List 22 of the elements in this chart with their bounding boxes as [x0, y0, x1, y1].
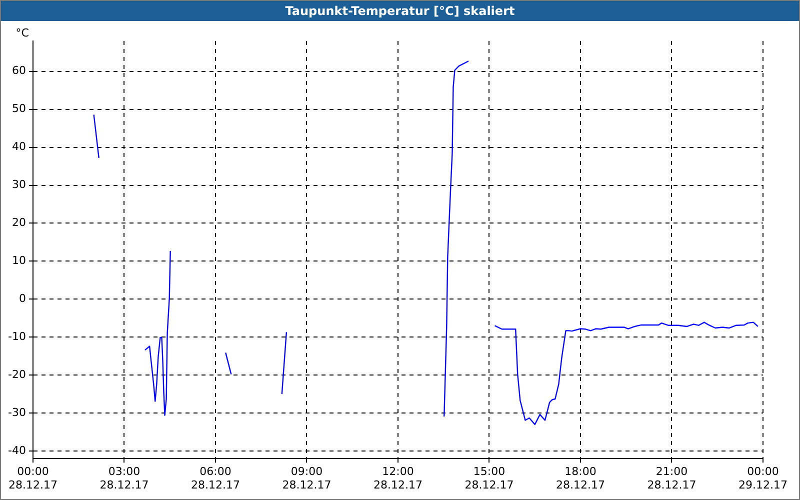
x-tick-label: 18:00 28.12.17: [556, 465, 605, 492]
y-tick-label: 40: [12, 140, 26, 154]
y-tick-label: -10: [8, 330, 26, 343]
y-tick-label: 60: [12, 64, 26, 78]
x-tick-label: 06:00 28.12.17: [190, 465, 240, 492]
y-tick-label: 10: [12, 254, 26, 268]
y-tick-label: -40: [8, 444, 26, 457]
x-tick-label: 12:00 28.12.17: [373, 465, 422, 492]
x-tick-label: 15:00 28.12.17: [464, 465, 514, 492]
y-tick-label: 30: [12, 178, 26, 192]
y-tick-label: -20: [8, 368, 26, 381]
x-tick-label: 00:00 28.12.17: [8, 465, 58, 492]
x-tick-label: 09:00 28.12.17: [282, 465, 332, 492]
x-tick-label: 03:00 28.12.17: [100, 465, 149, 492]
chart-title: Taupunkt-Temperatur [°C] skaliert: [1, 1, 799, 21]
y-tick-label: 50: [12, 102, 26, 116]
y-tick-label: 0: [18, 292, 26, 306]
y-axis-title: °C: [16, 26, 30, 40]
x-tick-label: 00:00 29.12.17: [738, 465, 788, 492]
x-tick-label: 21:00 28.12.17: [647, 465, 696, 492]
y-tick-label: -30: [8, 406, 26, 419]
y-tick-label: 20: [12, 216, 26, 230]
